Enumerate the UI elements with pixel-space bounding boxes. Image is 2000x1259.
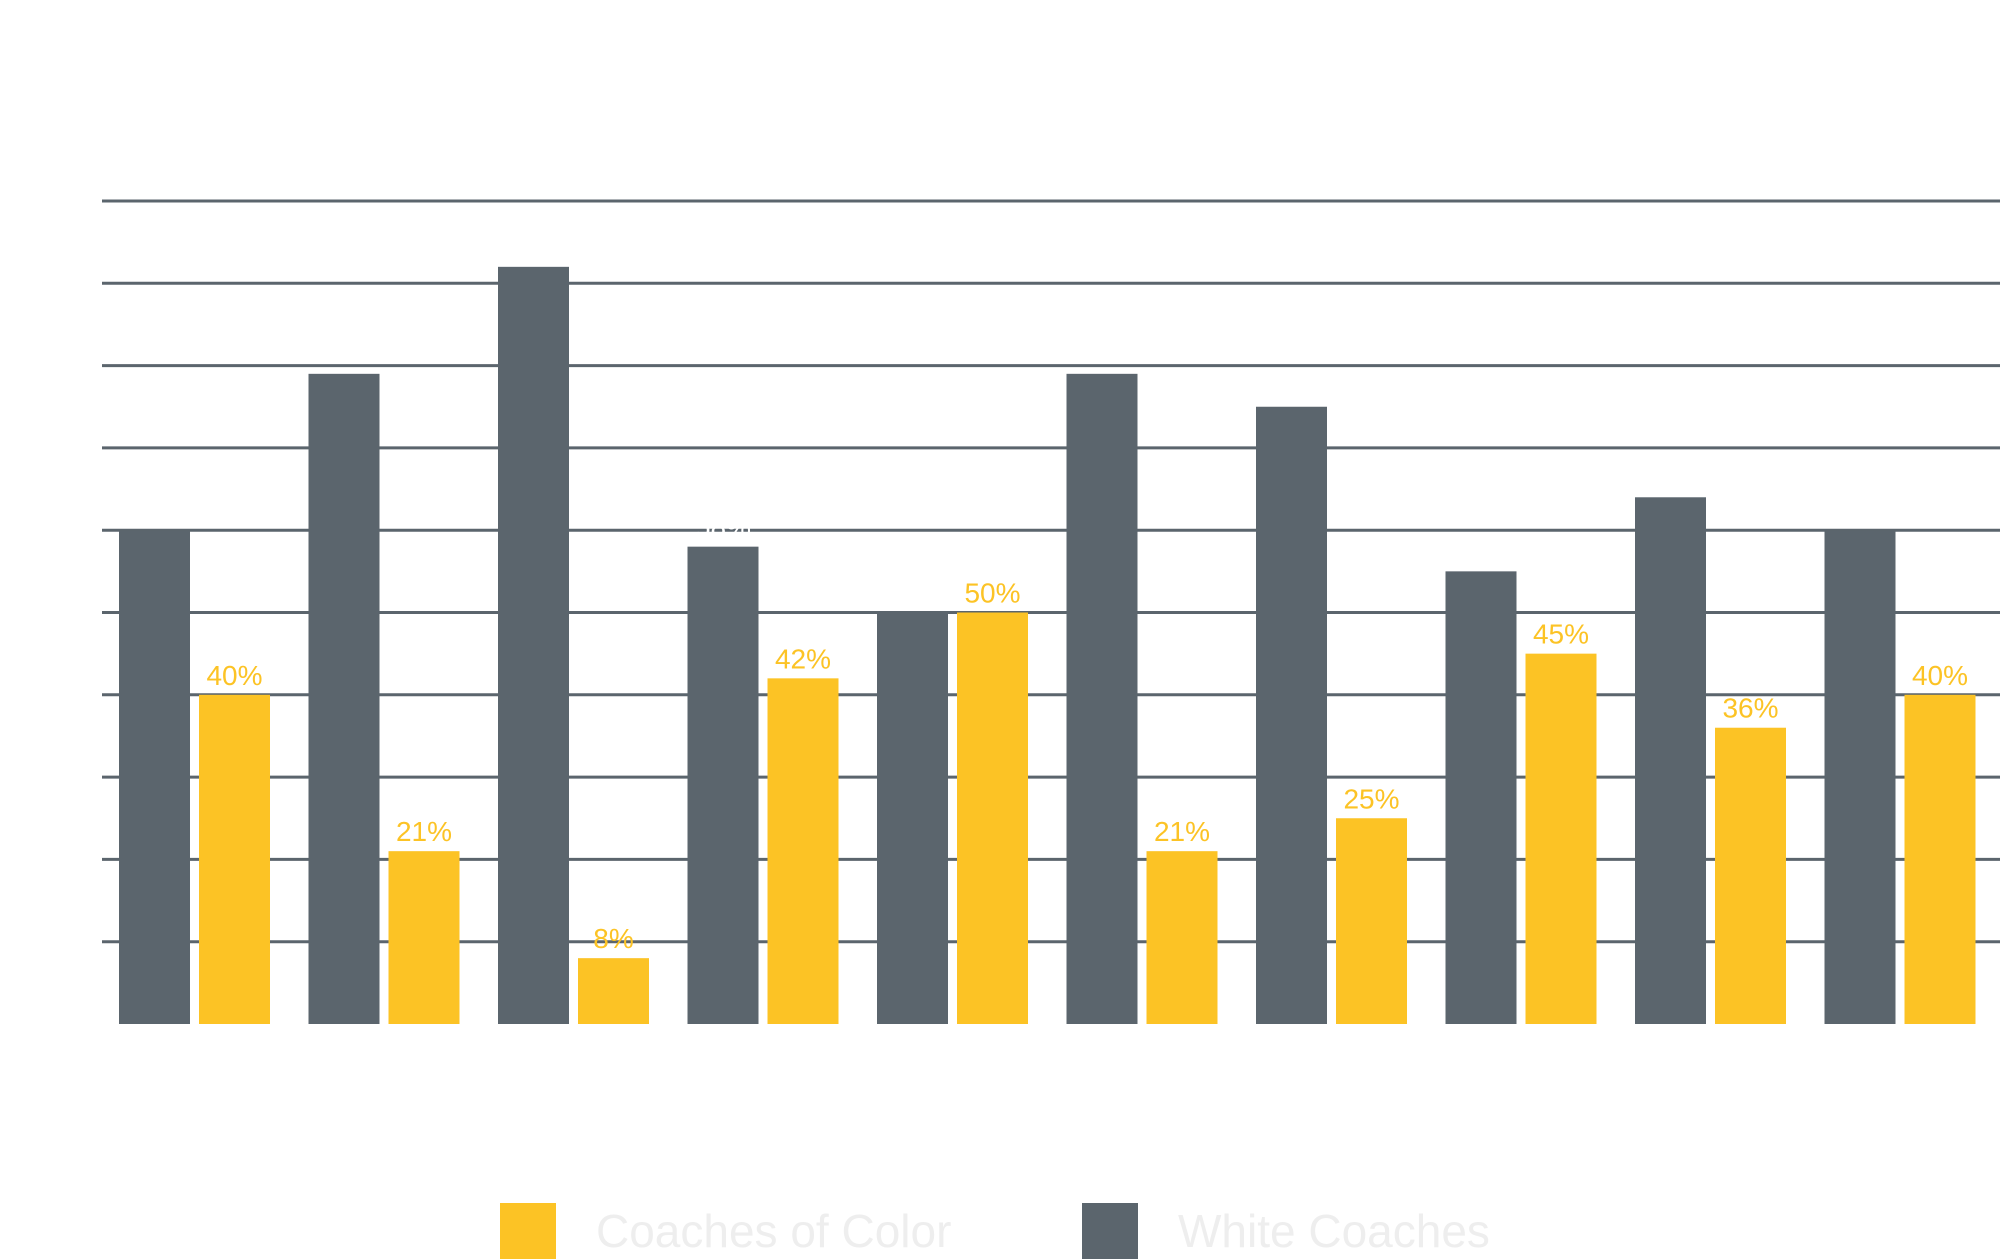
data-label-white-coaches: 55% bbox=[1453, 536, 1509, 567]
bar-white-coaches bbox=[687, 546, 759, 1024]
legend-swatch-coaches-of-color bbox=[500, 1203, 556, 1259]
bar-white-coaches bbox=[1256, 406, 1327, 1024]
bar-coaches-of-color bbox=[767, 678, 839, 1024]
bar-coaches-of-color bbox=[388, 851, 460, 1024]
data-label-coaches-of-color: 40% bbox=[1912, 660, 1968, 691]
data-label-coaches-of-color: 45% bbox=[1533, 619, 1589, 650]
bar-chart: 40% 21% 8% 58% 42% 50% 21% 75% 25% 55% 45% 36% 40% bbox=[102, 199, 2000, 1025]
bar-white-coaches bbox=[1635, 497, 1706, 1024]
data-label-coaches-of-color: 8% bbox=[593, 923, 633, 954]
data-label-coaches-of-color: 50% bbox=[964, 578, 1020, 609]
bar-white-coaches bbox=[308, 373, 380, 1025]
data-label-white-coaches: 75% bbox=[1263, 372, 1319, 403]
bar-white-coaches bbox=[119, 530, 190, 1024]
bar-white-coaches bbox=[498, 266, 569, 1025]
bar-coaches-of-color bbox=[199, 694, 270, 1024]
data-label-coaches-of-color: 25% bbox=[1343, 783, 1399, 814]
bar-coaches-of-color bbox=[1715, 727, 1786, 1024]
legend-item-white-coaches: White Coaches bbox=[1082, 1203, 1490, 1259]
legend-label-white-coaches: White Coaches bbox=[1178, 1205, 1490, 1257]
data-label-coaches-of-color: 21% bbox=[396, 816, 452, 847]
bar-white-coaches bbox=[877, 612, 948, 1024]
bar-white-coaches bbox=[1445, 571, 1517, 1024]
bar-coaches-of-color bbox=[1336, 818, 1407, 1024]
bar-white-coaches bbox=[1066, 373, 1138, 1025]
data-label-coaches-of-color: 36% bbox=[1722, 693, 1778, 724]
bar-white-coaches bbox=[1824, 530, 1896, 1024]
data-labels: 40% 21% 8% 58% 42% 50% 21% 75% 25% 55% 45% 36% 40% bbox=[206, 372, 1968, 954]
legend: Coaches of Color White Coaches bbox=[0, 1203, 2000, 1259]
data-label-white-coaches: 58% bbox=[695, 512, 751, 543]
bar-coaches-of-color bbox=[1904, 694, 1976, 1024]
bar-coaches-of-color bbox=[578, 958, 649, 1024]
data-label-coaches-of-color: 21% bbox=[1154, 816, 1210, 847]
bar-coaches-of-color bbox=[957, 612, 1028, 1024]
data-label-coaches-of-color: 40% bbox=[206, 660, 262, 691]
bar-coaches-of-color bbox=[1146, 851, 1218, 1024]
data-label-coaches-of-color: 42% bbox=[775, 643, 831, 674]
bars bbox=[119, 266, 1976, 1025]
legend-swatch-white-coaches bbox=[1082, 1203, 1138, 1259]
legend-label-coaches-of-color: Coaches of Color bbox=[596, 1205, 952, 1257]
bar-coaches-of-color bbox=[1525, 653, 1597, 1024]
legend-item-coaches-of-color: Coaches of Color bbox=[500, 1203, 951, 1259]
